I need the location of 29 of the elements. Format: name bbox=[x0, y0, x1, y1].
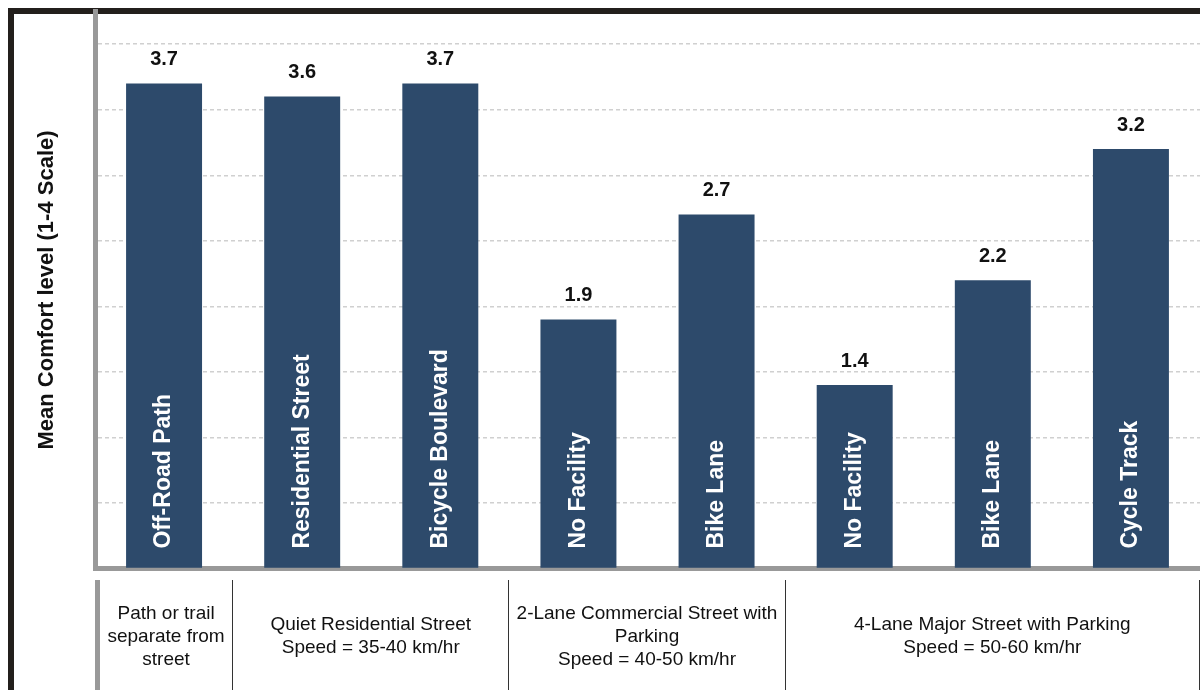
text: Quiet Residential Street Speed = 35-40 km/hr bbox=[233, 580, 510, 690]
data-label: 3.6 bbox=[288, 60, 317, 83]
bar bbox=[126, 83, 203, 568]
y-axis-title: Mean Comfort level (1-4 Scale) bbox=[33, 130, 59, 450]
bar bbox=[816, 385, 893, 568]
data-label: 3.7 bbox=[150, 47, 178, 70]
x-tick-label: No Facility bbox=[840, 432, 867, 549]
x-tick-label: Cycle Track bbox=[1116, 420, 1143, 549]
x-tick-label: No Facility bbox=[563, 432, 590, 549]
data-label: 3.2 bbox=[1117, 112, 1145, 135]
bar bbox=[540, 319, 617, 568]
text: 4-Lane Major Street with Parking Speed = 50-60 km/hr bbox=[785, 580, 1200, 690]
data-label: 1.9 bbox=[564, 283, 593, 306]
x-tick-label: Residential Street bbox=[287, 353, 314, 549]
bar bbox=[1092, 149, 1169, 568]
x-tick-label: Bicycle Boulevard bbox=[425, 349, 452, 549]
data-label: 3.7 bbox=[426, 47, 455, 70]
data-label: 1.4 bbox=[840, 348, 870, 371]
bar bbox=[954, 280, 1031, 568]
bar bbox=[402, 83, 479, 568]
data-label: 2.2 bbox=[978, 243, 1007, 266]
data-label: 2.7 bbox=[702, 178, 731, 201]
x-tick-label: Bike Lane bbox=[978, 439, 1005, 549]
bar bbox=[264, 96, 341, 568]
x-tick-label: Off-Road Path bbox=[149, 393, 176, 549]
bar bbox=[678, 214, 755, 568]
x-tick-label: Bike Lane bbox=[701, 439, 728, 549]
text: Path or trail separate from street bbox=[95, 580, 234, 690]
text: 2-Lane Commercial Street with Parking Speed = 40-50 km/hr bbox=[509, 580, 786, 690]
